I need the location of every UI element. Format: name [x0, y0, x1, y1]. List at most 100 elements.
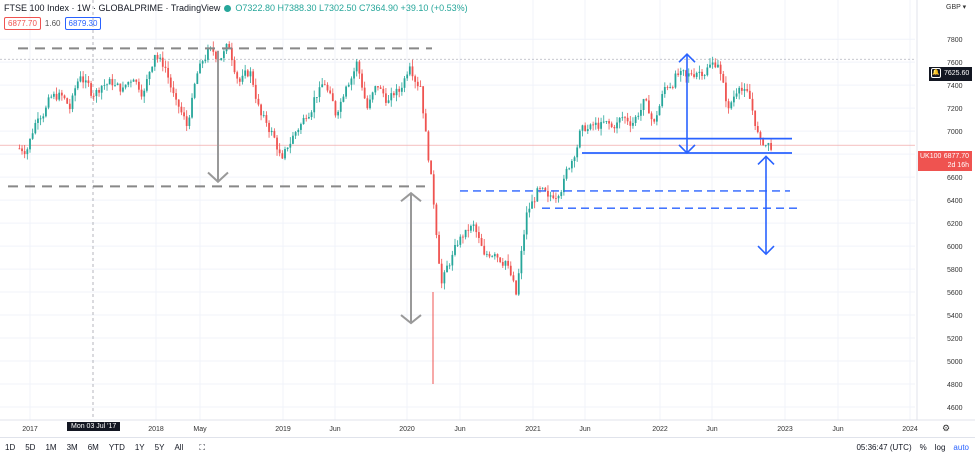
candle-body: [164, 66, 167, 68]
candle-body: [37, 118, 39, 123]
candle-body: [177, 99, 180, 107]
candle-body: [270, 130, 273, 133]
candle-body: [180, 106, 183, 113]
sell-button[interactable]: 6877.70: [4, 17, 41, 30]
candle-body: [106, 84, 108, 86]
candle-body: [756, 126, 759, 133]
candle-body: [42, 116, 45, 119]
timeframe-6m[interactable]: 6M: [87, 443, 99, 452]
currency-label[interactable]: GBP ▾: [946, 4, 967, 11]
candle-body: [374, 86, 377, 93]
candle-body: [172, 87, 175, 94]
horizontal-line-price-tag[interactable]: 🔔 7625.60: [929, 67, 972, 81]
candle-body: [207, 48, 209, 60]
candle-body: [63, 95, 66, 99]
auto-toggle[interactable]: auto: [953, 443, 969, 452]
candle-body: [422, 86, 425, 114]
timeframe-ytd[interactable]: YTD: [108, 443, 125, 452]
timeframe-1y[interactable]: 1Y: [134, 443, 145, 452]
candle-body: [674, 73, 677, 88]
candle-body: [254, 84, 257, 99]
timeframe-all[interactable]: All: [174, 443, 184, 452]
candle-body: [233, 60, 236, 73]
candle-body: [743, 89, 746, 91]
grid: [0, 0, 915, 420]
candle-body: [740, 87, 743, 91]
candle-body: [124, 84, 127, 88]
candle-body: [459, 236, 462, 245]
candle-body: [21, 148, 23, 152]
candle-body: [84, 80, 87, 83]
timeframe-5y[interactable]: 5Y: [154, 443, 165, 452]
candle-body: [241, 75, 244, 82]
candle-body: [767, 143, 770, 145]
candle-body: [645, 99, 648, 101]
timeframe-1m[interactable]: 1M: [45, 443, 57, 452]
percent-toggle[interactable]: %: [919, 443, 927, 452]
last-symbol: UK100: [920, 153, 942, 160]
candle-body: [472, 224, 475, 226]
candle-body: [738, 87, 741, 94]
candle-body: [454, 244, 456, 255]
candle-body: [230, 47, 233, 61]
timeframe-5d[interactable]: 5D: [25, 443, 36, 452]
candle-body: [443, 272, 446, 284]
candle-body: [719, 64, 722, 74]
candles: [18, 41, 772, 385]
candle-body: [313, 97, 316, 113]
market-open-dot-icon: [224, 4, 232, 12]
candle-body: [491, 256, 494, 258]
candle-body: [185, 116, 188, 126]
candle-body: [71, 95, 74, 110]
candle-body: [236, 72, 239, 79]
candle-body: [167, 67, 170, 78]
candle-body: [427, 131, 430, 161]
candle-body: [626, 117, 629, 122]
alert-icon: 🔔: [931, 68, 941, 79]
candle-body: [419, 86, 422, 87]
candle-body: [448, 265, 451, 267]
candle-body: [339, 101, 342, 112]
candle-body: [573, 157, 576, 161]
candle-body: [398, 88, 401, 92]
timeframe-1d[interactable]: 1D: [5, 443, 16, 452]
symbol-title[interactable]: FTSE 100 Index · 1W · GLOBALPRIME · Trad…: [4, 3, 221, 13]
utc-clock[interactable]: 05:36:47 (UTC): [856, 443, 912, 452]
candle-body: [183, 112, 185, 117]
candle-body: [127, 81, 130, 85]
timeframe-3m[interactable]: 3M: [66, 443, 78, 452]
candle-body: [549, 195, 552, 197]
candle-body: [278, 149, 281, 154]
spread-value: 1.60: [44, 19, 61, 28]
buy-button[interactable]: 6879.30: [64, 17, 102, 30]
y-tick-label: 7400: [947, 83, 963, 90]
candle-body: [578, 130, 581, 148]
candle-body: [499, 257, 502, 263]
candle-body: [411, 66, 414, 77]
candle-body: [310, 112, 313, 118]
candle-body: [366, 98, 369, 109]
arrowhead: [757, 155, 775, 166]
candle-body: [390, 93, 393, 101]
log-toggle[interactable]: log: [934, 443, 946, 452]
candle-body: [717, 64, 719, 68]
candle-body: [74, 88, 77, 96]
price-chart[interactable]: 4600 4800 5000 5200 5400 5600 5800 6000 6200 6400…: [0, 0, 975, 437]
candle-body: [687, 73, 690, 77]
candle-body: [730, 102, 733, 109]
arrowhead: [678, 53, 696, 63]
y-tick-label: 7600: [947, 60, 963, 67]
candle-body: [140, 89, 143, 97]
candle-body: [663, 87, 666, 95]
date-range-icon[interactable]: ⛶: [199, 442, 205, 452]
candle-body: [331, 93, 334, 102]
candle-body: [602, 121, 605, 123]
candle-body: [754, 110, 757, 127]
candle-body: [353, 71, 355, 79]
candle-body: [321, 84, 324, 88]
candle-body: [318, 87, 321, 98]
candle-body: [493, 254, 496, 257]
candle-body: [725, 82, 727, 102]
candle-body: [379, 87, 382, 89]
candle-body: [701, 71, 703, 77]
